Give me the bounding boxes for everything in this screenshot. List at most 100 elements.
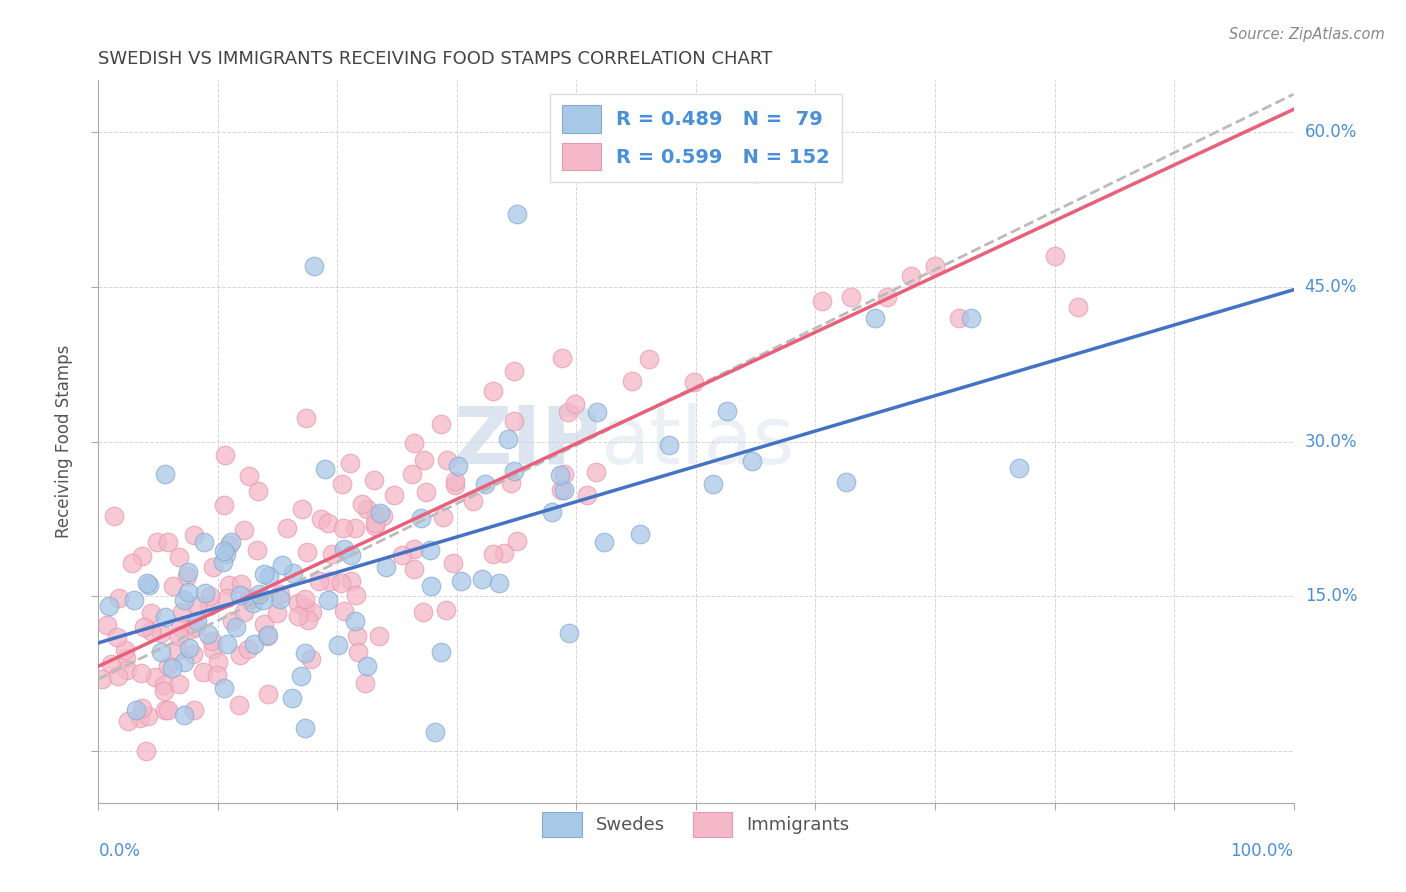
Text: 100.0%: 100.0%	[1230, 842, 1294, 860]
Point	[557, 626, 579, 640]
Point	[114, 651, 136, 665]
Point	[402, 542, 425, 557]
Point	[229, 576, 252, 591]
Point	[702, 477, 724, 491]
Point	[221, 614, 243, 628]
Point	[301, 605, 323, 619]
Point	[97, 599, 120, 613]
Point	[364, 508, 387, 522]
Point	[107, 669, 129, 683]
Point	[502, 464, 524, 478]
Point	[344, 521, 367, 535]
Point	[353, 676, 375, 690]
Point	[339, 574, 361, 588]
Point	[90, 673, 112, 687]
Point	[198, 599, 221, 613]
Point	[198, 589, 221, 603]
Text: 60.0%: 60.0%	[1305, 123, 1357, 141]
Point	[364, 516, 387, 530]
Point	[96, 618, 118, 632]
Point	[117, 714, 139, 728]
Point	[1008, 461, 1031, 475]
Point	[229, 648, 252, 662]
Point	[900, 269, 922, 284]
Point	[295, 410, 318, 425]
Point	[121, 556, 143, 570]
Point	[474, 477, 496, 491]
Y-axis label: Receiving Food Stamps: Receiving Food Stamps	[55, 345, 73, 538]
Point	[177, 640, 200, 655]
Point	[960, 310, 983, 325]
Point	[716, 404, 738, 418]
Point	[419, 542, 441, 557]
Point	[257, 687, 280, 701]
Point	[177, 584, 200, 599]
Point	[321, 547, 343, 561]
Point	[412, 605, 434, 619]
Point	[194, 586, 217, 600]
Point	[155, 467, 177, 482]
Point	[150, 645, 173, 659]
Point	[810, 294, 832, 309]
Point	[193, 534, 215, 549]
Point	[564, 397, 586, 411]
Point	[252, 593, 274, 607]
Point	[180, 622, 202, 636]
Point	[1043, 249, 1066, 263]
Point	[450, 574, 472, 589]
Point	[122, 592, 145, 607]
Point	[242, 637, 264, 651]
Point	[228, 588, 250, 602]
Text: 15.0%: 15.0%	[1305, 587, 1357, 606]
Point	[238, 469, 260, 483]
Point	[143, 670, 166, 684]
Point	[233, 605, 256, 619]
Point	[346, 645, 368, 659]
Point	[202, 560, 225, 574]
Point	[548, 467, 571, 482]
Point	[436, 452, 458, 467]
Point	[482, 547, 505, 561]
Point	[434, 602, 457, 616]
Point	[186, 620, 208, 634]
Legend: Swedes, Immigrants: Swedes, Immigrants	[534, 805, 858, 845]
Point	[432, 509, 454, 524]
Point	[169, 620, 191, 634]
Point	[382, 488, 405, 502]
Point	[498, 432, 520, 446]
Point	[287, 608, 309, 623]
Point	[212, 544, 235, 558]
Point	[368, 506, 391, 520]
Point	[425, 725, 447, 739]
Point	[308, 574, 330, 588]
Point	[340, 548, 363, 562]
Point	[628, 527, 651, 541]
Point	[191, 665, 214, 679]
Point	[131, 549, 153, 563]
Point	[141, 606, 163, 620]
Point	[294, 591, 316, 606]
Point	[239, 591, 262, 606]
Text: ZIP: ZIP	[453, 402, 600, 481]
Point	[371, 509, 394, 524]
Point	[219, 535, 242, 549]
Point	[131, 701, 153, 715]
Point	[333, 604, 356, 618]
Point	[177, 565, 200, 579]
Point	[463, 494, 485, 508]
Point	[356, 658, 378, 673]
Point	[153, 678, 176, 692]
Point	[835, 475, 858, 490]
Point	[346, 629, 368, 643]
Point	[294, 600, 316, 615]
Point	[215, 548, 238, 562]
Point	[290, 502, 312, 516]
Point	[1067, 301, 1090, 315]
Point	[471, 573, 494, 587]
Point	[269, 591, 291, 606]
Point	[309, 512, 332, 526]
Point	[447, 458, 470, 473]
Point	[100, 657, 122, 671]
Point	[167, 629, 190, 643]
Point	[167, 677, 190, 691]
